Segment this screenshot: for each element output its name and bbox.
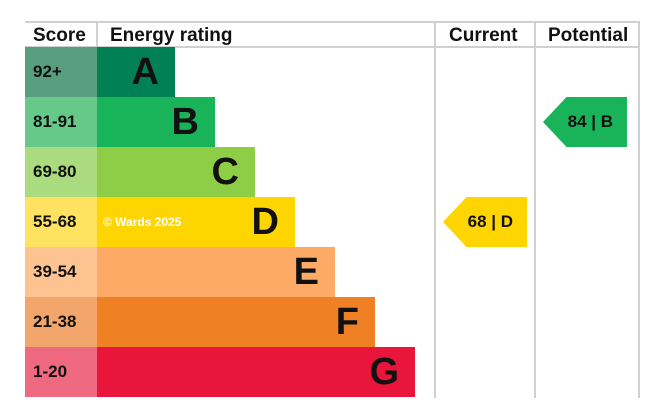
score-range-b: 81-91 [25,97,97,147]
rating-letter: C [211,151,239,193]
header-potential: Potential [548,25,629,46]
rating-bar-f: F [97,297,375,347]
rating-letter: F [335,301,359,343]
rating-bar-a: A [97,47,175,97]
rating-bar-d: D © Wards 2025 [97,197,295,247]
current-rating-arrow: 68 | D [443,197,527,247]
rating-bar-c: C [97,147,255,197]
rating-letter: B [171,101,199,143]
header-score: Score [33,25,86,46]
potential-rating-label: 84 | B [567,112,613,131]
rating-bar-g: G [97,347,415,397]
rating-letter: A [131,51,159,93]
rating-letter: G [369,351,399,393]
header-current: Current [449,25,518,46]
score-range-e: 39-54 [25,247,97,297]
score-range-f: 21-38 [25,297,97,347]
current-rating-label: 68 | D [467,212,513,231]
score-range-g: 1-20 [25,347,97,397]
rating-bar-b: B [97,97,215,147]
rating-bar-e: E [97,247,335,297]
header-energy-rating: Energy rating [110,25,233,46]
score-range-a: 92+ [25,47,97,97]
rating-letter: E [293,251,319,293]
potential-rating-arrow: 84 | B [543,97,627,147]
watermark: © Wards 2025 [103,215,182,229]
score-range-d: 55-68 [25,197,97,247]
score-range-c: 69-80 [25,147,97,197]
rating-letter: D [251,201,279,243]
